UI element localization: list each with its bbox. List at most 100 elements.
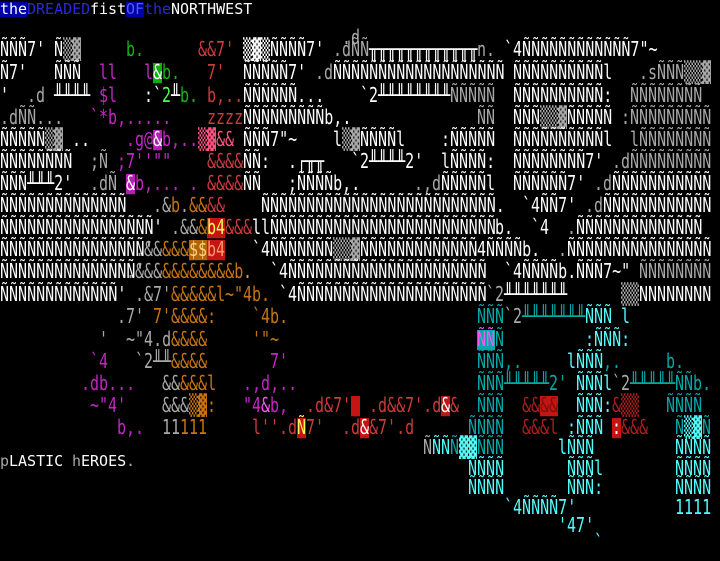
art-text-segment: & <box>450 393 460 418</box>
art-text-segment: `4ÑÑÑÑÑÑÑÑÑÑÑÑ7"~ <box>504 37 658 62</box>
art-text-segment: ╨╨╨╨╨╨╨ <box>522 304 586 329</box>
art-text-segment: 4b. <box>243 282 271 307</box>
art-text-segment: b. <box>180 83 199 108</box>
art-text-segment: `2 <box>486 282 505 307</box>
art-text-segment: '47' <box>558 513 595 538</box>
art-row-21: p LASTIC h EROES. <box>0 454 720 469</box>
art-text-segment: .7' <box>117 304 145 329</box>
art-text-segment: & <box>360 415 370 440</box>
art-text-segment: ÑÑÑÑÑ7' <box>243 60 307 85</box>
art-text-segment: .,d <box>414 171 442 196</box>
art-text-segment: `*b,..... <box>90 105 172 130</box>
art-text-segment: . <box>180 193 190 218</box>
art-text-segment: 2' <box>549 371 568 396</box>
art-text-segment: &&&& <box>171 327 208 352</box>
art-text-segment: ÑÑÑ <box>477 304 505 329</box>
art-text-segment: LASTIC <box>9 452 64 470</box>
art-text-segment: &&7' <box>198 37 235 62</box>
art-text-segment: `2 <box>360 83 379 108</box>
art-text-segment: ÑÑÑÑÑÑÑÑÑÑÑÑÑÑÑÑ <box>567 237 712 262</box>
art-text-segment: && <box>162 371 181 396</box>
art-text-segment: &&& <box>162 237 190 262</box>
art-text-segment: &&&l <box>522 415 559 440</box>
art-text-segment: & <box>261 393 271 418</box>
art-text-segment: Ñ <box>54 37 64 62</box>
art-text-segment: ÑÑÑÑÑÑÑÑÑÑÑÑÑÑÑÑÑÑÑÑÑÑÑÑÑ <box>270 215 496 240</box>
art-row-11: ÑÑÑÑÑÑÑÑÑÑÑÑÑÑÑÑ' .&& &&& $$ b4 `4 ÑÑÑÑÑÑÑ ▒▒▓ Ñ… <box>0 237 720 262</box>
art-text-segment: b. <box>162 60 181 85</box>
art-row-17: .db... && &&&l .,d,.. ÑÑÑ ╨╨╨╨╨ 2' ÑÑÑl `2 ╨╨╨╨╨ Ñ… <box>0 371 720 396</box>
art-text-segment: 7' <box>207 60 226 85</box>
art-text-segment: ÑÑÑÑ <box>675 456 712 481</box>
art-text-segment: Ñ <box>423 435 433 460</box>
art-text-segment: ÑÑÑÑÑÑÑÑÑÑl <box>513 60 613 85</box>
art-text-segment: ▓▓ <box>459 435 478 460</box>
art-text-segment: NORTHWEST <box>171 0 253 18</box>
art-text-segment: &&& <box>225 215 253 240</box>
art-text-segment: ÑÑÑÑ <box>468 475 505 500</box>
art-text-segment: ▒▓ <box>189 393 208 418</box>
art-text-segment: ▒▒ <box>621 393 640 418</box>
art-text-segment: b,. <box>117 415 145 440</box>
art-text-segment: `4b. <box>252 304 289 329</box>
art-text-segment: ▒▓ <box>198 127 217 152</box>
art-text-segment: & <box>198 215 208 240</box>
art-text-segment: ;Ñ <box>90 149 109 174</box>
art-text-segment: ÑÑÑl <box>567 456 604 481</box>
art-text-segment: ;7''"" <box>117 149 172 174</box>
art-text-segment: .&& <box>135 237 163 262</box>
art-text-segment: ÑÑb. <box>675 371 712 396</box>
art-row-5: .dÑÑ... `*b,..... zzzz ÑÑÑÑÑÑÑÑÑb,. ÑÑ ÑÑÑ ▒▒▓… <box>0 105 720 130</box>
art-text-segment: &&&& <box>207 171 244 196</box>
art-text-segment: ÑÑÑ,. <box>477 349 523 374</box>
art-text-segment: b4 <box>207 237 226 262</box>
art-text-segment: && <box>540 393 559 418</box>
art-text-segment: & <box>153 127 163 152</box>
art-text-segment: .d&&7'.d <box>369 393 442 418</box>
art-row-7: ÑÑÑÑÑÑÑÑ ;Ñ ;7''"" &&&& ÑÑ: .┌╥╥ `2╨╨╨╨2' lÑÑÑÑ… <box>0 149 720 174</box>
art-row-13: ÑÑÑÑÑÑÑÑÑÑÑÑÑ' .&7' &&&&&l ~" 4b. `4 ÑÑÑÑÑÑÑÑÑ… <box>0 282 720 307</box>
art-text-segment: ÑÑÑÑÑ <box>567 105 613 130</box>
art-text-segment: ÑÑÑ7' <box>0 37 46 62</box>
art-text-segment: & <box>153 60 163 85</box>
art-text-segment: ▒▓ <box>684 415 703 440</box>
art-text-segment: &&&&&l <box>171 282 226 307</box>
art-text-segment: `4 <box>270 259 289 284</box>
art-row-6: ÑÑÑÑÑ ▒▓.. .g@ & b,.. ▒▓ && ÑÑÑ7"~ l ▒▓ ÑÑÑÑl:ÑÑÑÑ… <box>0 127 720 152</box>
art-row-4: ' .d ╨╨╨╨ $l:` 2 ╨ b. b,.. ÑÑÑÑÑÑ... `2 ╨╨╨╨╨╨╨╨ ÑÑ… <box>0 83 720 108</box>
art-row-12: ÑÑÑÑÑÑÑÑÑÑÑÑÑÑÑ' .&&& &&&&&&&&b. `4 ÑÑÑÑÑÑÑÑ… <box>0 259 720 284</box>
art-text-segment: .dÑÑ <box>333 37 370 62</box>
art-row-14: .7' 7'&&&&: `4b. ÑÑÑ `2 ╨╨╨╨╨╨╨ ÑÑÑ l <box>0 304 720 329</box>
art-text-segment: "4 <box>243 393 262 418</box>
art-row-18: ~"4' &&& ▒▓: "4 & b, .d&7' .d&&7'.d & & ÑÑÑ && && ÑÑ… <box>0 393 720 418</box>
art-text-segment: ÑÑÑ: <box>576 393 613 418</box>
art-text-segment: `4ÑÑ7' <box>522 193 577 218</box>
art-text-segment: l <box>144 60 154 85</box>
art-text-segment: ÑÑÑÑÑÑÑÑÑÑÑÑÑÑÑÑÑ' <box>0 215 163 240</box>
art-text-segment: ÑÑÑÑÑÑÑÑ <box>0 149 73 174</box>
art-text-segment: `4ÑÑÑÑ7' <box>504 495 577 520</box>
art-text-segment: 4ÑÑÑÑb. <box>477 237 541 262</box>
art-text-segment: ÑÑÑ <box>477 393 505 418</box>
art-text-segment: ' <box>99 327 109 352</box>
art-text-segment: && <box>207 193 226 218</box>
art-text-segment: :ÑÑÑ: <box>585 327 631 352</box>
art-text-segment: `4 <box>279 282 298 307</box>
art-text-segment: && <box>189 193 208 218</box>
art-text-segment: .&7' <box>135 282 172 307</box>
art-text-segment: `4 <box>531 215 550 240</box>
art-text-segment: ÑÑÑÑÑÑÑÑ <box>639 259 712 284</box>
art-text-segment: ÑÑÑÑ <box>468 456 505 481</box>
art-text-segment: zzzz <box>207 105 244 130</box>
art-text-segment: `2╨╨ <box>135 349 172 374</box>
art-text-segment: ÑÑÑÑÑÑÑÑÑÑÑÑÑÑÑÑÑÑÑÑÑÑ <box>288 259 487 284</box>
art-text-segment: &&&& <box>171 349 208 374</box>
art-text-segment: 7' <box>306 415 325 440</box>
art-text-segment: ÑÑÑÑÑl <box>441 171 496 196</box>
art-text-segment: :ÑÑÑÑÑÑÑÑÑ <box>621 105 712 130</box>
art-text-segment: ÑÑÑÑÑÑÑÑÑÑÑÑ <box>603 193 712 218</box>
art-text-segment: ▒▓ <box>45 127 64 152</box>
art-text-segment: 111 <box>180 415 208 440</box>
art-text-segment: .d <box>585 193 604 218</box>
art-text-segment: `2 <box>504 304 523 329</box>
